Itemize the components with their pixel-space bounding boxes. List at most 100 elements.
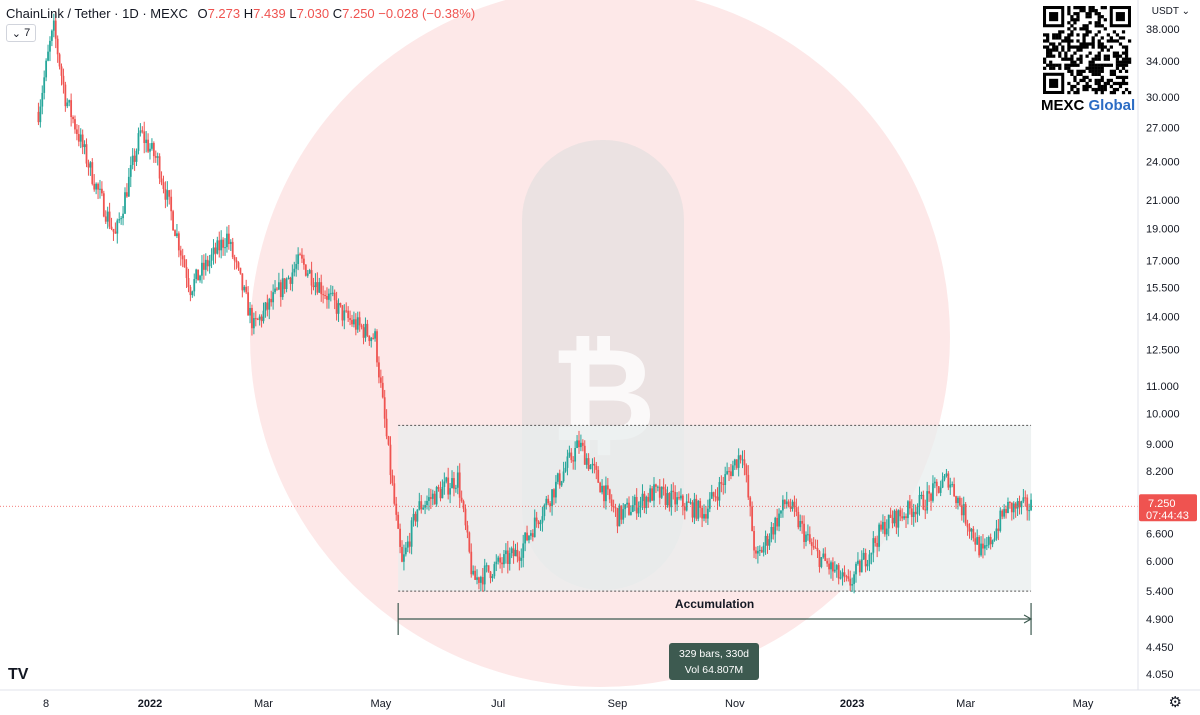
candle-body [104, 216, 107, 222]
candle-body [62, 75, 65, 85]
candle-body [297, 254, 300, 264]
candle-body [229, 241, 232, 245]
candle-body [943, 475, 946, 480]
candle-body [404, 547, 407, 555]
candle-body [858, 560, 861, 573]
candle-body [431, 493, 434, 499]
candle-body [845, 576, 848, 578]
candle-body [799, 520, 802, 528]
candle-body [933, 481, 936, 484]
candle-body [445, 477, 448, 482]
x-tick-label: 8 [43, 698, 49, 710]
candle-body [224, 247, 226, 249]
candle-body [874, 538, 877, 543]
y-tick-label: 5.400 [1146, 586, 1174, 598]
candle-body [124, 192, 126, 214]
tradingview-logo-icon[interactable]: TV [8, 666, 29, 683]
candle-body [585, 458, 588, 465]
candle-body [637, 507, 640, 514]
currency-selector[interactable]: USDT ⌄ [1151, 6, 1190, 17]
candle-body [878, 524, 880, 547]
candle-body [751, 506, 754, 532]
candle-body [964, 504, 967, 524]
candle-body [912, 511, 915, 518]
candle-body [391, 475, 394, 484]
candle-body [612, 506, 615, 508]
candle-body [606, 485, 609, 490]
candle-body [516, 549, 519, 557]
candle-body [426, 500, 428, 506]
candle-body [955, 496, 957, 504]
candle-body [264, 302, 267, 311]
candle-body [972, 528, 975, 539]
candle-body [39, 106, 42, 123]
candle-body [216, 240, 219, 254]
candle-body [1012, 503, 1015, 513]
candle-body [410, 520, 413, 547]
candle-body [783, 499, 786, 505]
candle-body [626, 502, 628, 505]
candle-body [837, 565, 840, 579]
candle-body [828, 563, 830, 570]
candle-body [501, 562, 503, 565]
candle-body [208, 260, 211, 267]
candle-body [985, 545, 988, 547]
candle-body [776, 517, 779, 527]
candle-body [295, 263, 298, 269]
candle-body [366, 323, 369, 336]
candle-body [506, 550, 509, 564]
candle-body [201, 262, 203, 276]
candle-body [882, 521, 884, 530]
candle-body [1016, 501, 1019, 509]
candle-body [718, 482, 721, 501]
indicator-toggle[interactable]: ⌄ 7 [6, 24, 36, 42]
candle-body [739, 455, 742, 460]
candle-body [780, 510, 782, 514]
candle-body [433, 493, 436, 505]
candle-body [251, 307, 253, 329]
candle-body [389, 444, 392, 476]
candle-body [726, 471, 729, 475]
candle-body [337, 303, 340, 314]
candle-body [868, 554, 871, 564]
candle-body [708, 498, 711, 509]
candle-body [341, 305, 344, 321]
candle-body [254, 318, 257, 320]
candle-body [170, 196, 173, 212]
candle-body [641, 493, 644, 502]
candle-body [803, 523, 805, 542]
candle-body [301, 254, 303, 259]
candle-body [378, 362, 380, 378]
candle-body [962, 504, 965, 516]
candle-body [497, 557, 500, 562]
gear-icon[interactable]: ⚙ [1168, 694, 1182, 711]
candle-body [102, 193, 105, 217]
y-tick-label: 24.000 [1146, 156, 1180, 168]
candles [37, 11, 1032, 594]
candle-body [304, 264, 307, 276]
candle-body [805, 534, 807, 542]
candle-body [883, 521, 886, 535]
candle-body [930, 493, 932, 501]
candle-body [189, 287, 192, 296]
candle-body [830, 562, 832, 570]
candle-body [227, 233, 230, 245]
candle-body [566, 456, 569, 468]
candle-body [151, 143, 153, 149]
candle-body [141, 130, 144, 132]
candle-body [383, 397, 386, 419]
candle-body [462, 501, 465, 509]
candle-body [808, 534, 811, 543]
candle-body [185, 267, 188, 279]
candle-body [903, 516, 905, 519]
candle-body [630, 511, 632, 515]
candle-body [745, 465, 748, 475]
candle-body [116, 220, 119, 234]
candle-body [789, 506, 792, 509]
candle-body [864, 552, 867, 567]
candle-body [156, 156, 159, 158]
candle-body [953, 484, 956, 497]
candle-body [83, 144, 86, 148]
candle-body [916, 506, 919, 515]
